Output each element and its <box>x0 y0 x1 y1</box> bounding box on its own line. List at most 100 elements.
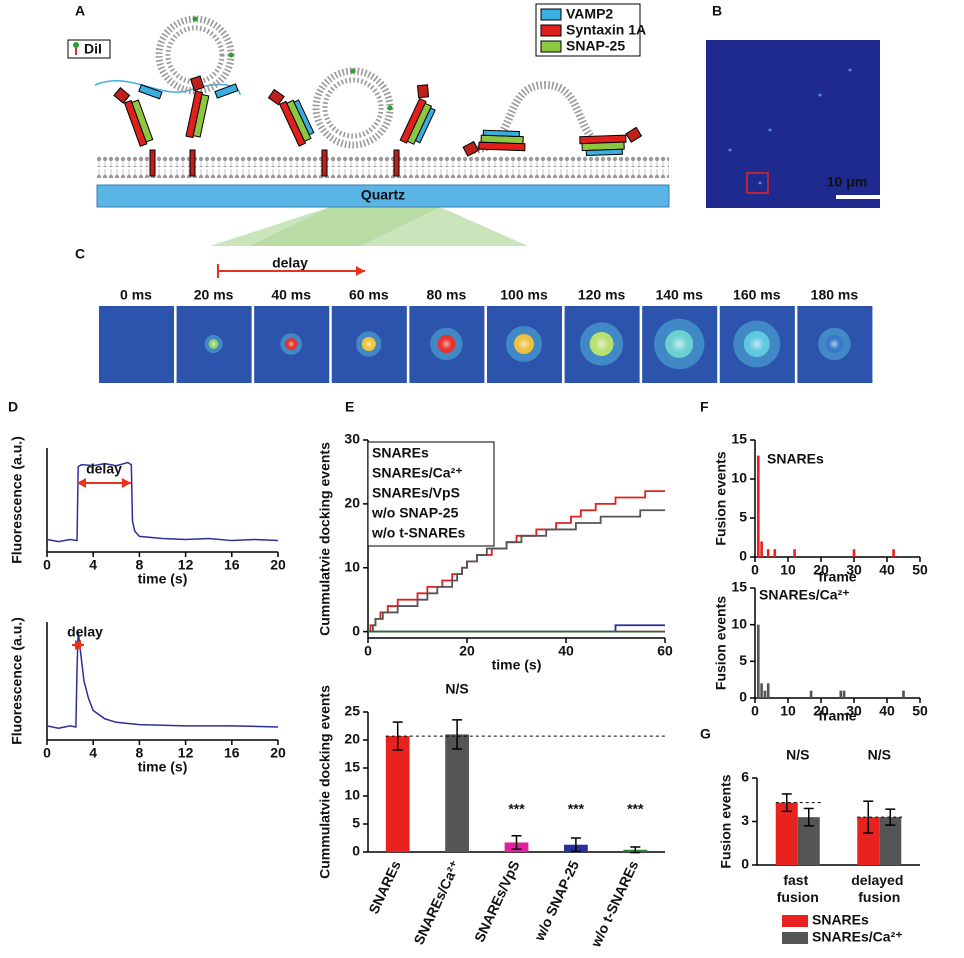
frame-time: 60 ms <box>349 287 389 303</box>
annotation: *** <box>627 801 644 817</box>
trace <box>46 631 279 729</box>
dye <box>350 68 356 74</box>
quartz <box>96 184 670 208</box>
vamp2 <box>138 84 163 100</box>
snare-complex <box>579 126 643 156</box>
dye-key-head <box>73 42 79 48</box>
x-tick-label: 40 <box>879 703 895 719</box>
y-tick-label: 0 <box>741 856 749 872</box>
x-tick-label: 50 <box>912 562 928 578</box>
habc <box>267 88 285 106</box>
tm-domain <box>189 149 196 177</box>
legend-label: SNAREs/VpS <box>372 485 460 501</box>
spot-glow <box>594 336 609 352</box>
x-tick-label: 40 <box>558 643 574 659</box>
roi <box>746 172 769 194</box>
bar <box>902 690 905 698</box>
bar <box>773 549 777 557</box>
frame-time: 0 ms <box>120 287 152 303</box>
spot-glow <box>364 339 373 349</box>
annotation: *** <box>568 801 585 817</box>
x-tick-label: 16 <box>224 557 240 573</box>
spot <box>768 128 772 132</box>
x-tick-label: 12 <box>178 557 194 573</box>
micrograph <box>706 40 880 208</box>
x-tick-label: SNAREs/VpS <box>471 858 523 944</box>
panel-label: B <box>712 3 722 19</box>
panel-label: A <box>75 3 85 19</box>
snare-complex <box>185 75 210 139</box>
y-tick-label: 10 <box>731 470 747 486</box>
spot <box>758 181 762 185</box>
legend-label: SNAREs/Ca²⁺ <box>812 929 903 945</box>
panel-label: D <box>8 399 18 415</box>
frame-time: 140 ms <box>655 287 703 303</box>
snare-complex <box>267 88 315 147</box>
legend-label: Syntaxin 1A <box>566 22 646 38</box>
delay-label: delay <box>272 255 308 271</box>
bar <box>760 683 763 698</box>
annotation: delay <box>67 624 103 640</box>
annotation: N/S <box>868 747 891 763</box>
membrane-bottom <box>97 166 669 178</box>
x-tick-label: delayed fusion <box>851 872 907 905</box>
snap25 <box>192 93 210 138</box>
x-tick-label: w/o t-SNAREs <box>587 858 641 950</box>
legend-label: SNAREs <box>372 445 429 461</box>
scale-bar-label: 10 μm <box>827 174 867 190</box>
bar <box>445 734 469 852</box>
frame <box>99 306 174 383</box>
x-tick-label: fast fusion <box>777 872 819 905</box>
x-tick-label: 10 <box>780 562 796 578</box>
x-tick-label: 30 <box>846 703 862 719</box>
x-tick-label: 4 <box>89 745 97 761</box>
y-tick-label: 30 <box>344 431 360 447</box>
frame-time: 160 ms <box>733 287 781 303</box>
y-tick-label: 0 <box>739 689 747 705</box>
habc <box>625 126 643 143</box>
spot-glow <box>287 340 295 348</box>
spot-glow <box>210 341 217 347</box>
y-tick-label: 5 <box>739 509 747 525</box>
x-tick-label: 60 <box>657 643 673 659</box>
bar <box>852 549 856 557</box>
spot-glow <box>518 338 530 350</box>
vamp2 <box>585 148 623 156</box>
tm-domain <box>149 149 156 177</box>
y-tick-label: 10 <box>731 615 747 631</box>
annotation: delay <box>86 461 122 477</box>
frame-time: 20 ms <box>194 287 234 303</box>
y-tick-label: 0 <box>352 622 360 638</box>
x-axis-label: frame <box>818 708 856 724</box>
y-tick-label: 5 <box>352 815 360 831</box>
x-tick-label: SNAREs/Ca²⁺ <box>410 858 463 947</box>
habc <box>462 140 480 157</box>
spot <box>818 93 822 97</box>
panel-label: E <box>345 399 354 415</box>
x-tick-label: 4 <box>89 557 97 573</box>
dye <box>228 52 234 58</box>
y-tick-label: 15 <box>731 579 747 595</box>
panel-label: C <box>75 246 85 262</box>
panel-label: F <box>700 399 709 415</box>
x-tick-label: 10 <box>780 703 796 719</box>
bar <box>892 549 895 557</box>
x-tick-label: 12 <box>178 745 194 761</box>
frame-time: 80 ms <box>427 287 467 303</box>
y-tick-label: 25 <box>344 703 360 719</box>
y-axis-label: Fluorescence (a.u.) <box>9 436 25 564</box>
x-tick-label: 0 <box>751 703 759 719</box>
series-line <box>368 509 665 633</box>
legend-box <box>367 441 495 547</box>
annotation: N/S <box>786 747 809 763</box>
x-tick-label: 30 <box>846 562 862 578</box>
habc <box>416 84 430 99</box>
vamp2 <box>414 107 436 144</box>
vamp2 <box>482 129 520 138</box>
bar <box>879 817 902 865</box>
y-tick-label: 20 <box>344 495 360 511</box>
frame-time: 100 ms <box>500 287 548 303</box>
y-axis-label: Fluorescence (a.u.) <box>9 617 25 745</box>
